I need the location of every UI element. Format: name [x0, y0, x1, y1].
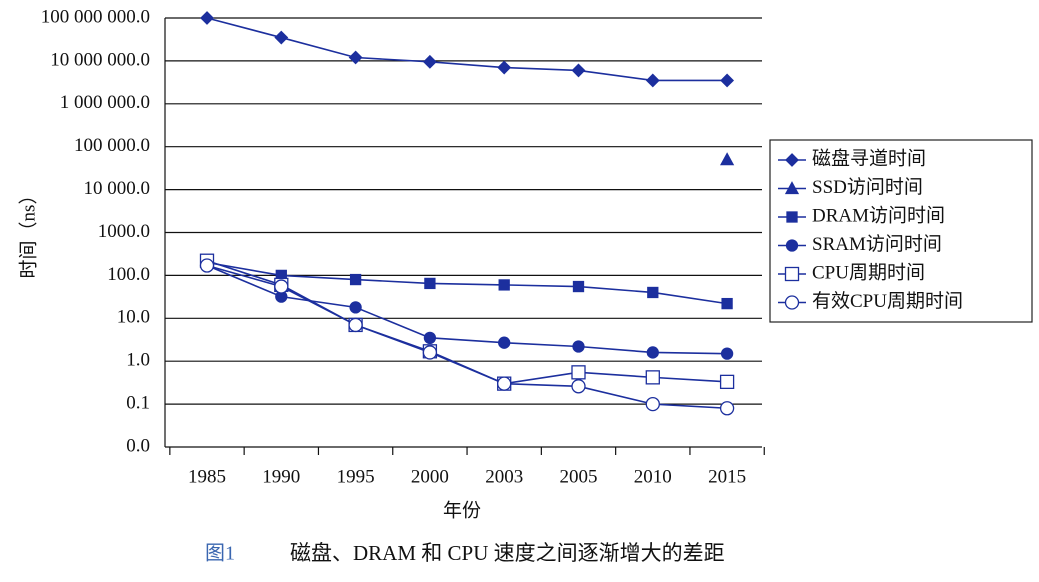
legend-label: SSD访问时间 [812, 176, 923, 198]
x-tick-label: 1985 [188, 466, 226, 487]
series-line [206, 264, 728, 410]
y-tick-label: 1.0 [126, 350, 150, 371]
x-tick-label: 2015 [708, 466, 746, 487]
y-tick-label: 0.0 [126, 435, 150, 456]
data-point [349, 301, 362, 314]
y-tick-label: 1 000 000.0 [60, 92, 150, 113]
y-tick-label: 100 000.0 [74, 135, 150, 156]
data-point [349, 273, 362, 286]
data-point [348, 50, 363, 65]
data-point [721, 297, 733, 310]
data-point [423, 331, 437, 345]
series-line [206, 261, 728, 305]
data-point [571, 63, 586, 78]
legend-marker [785, 153, 799, 167]
legend-label: 磁盘寻道时间 [812, 147, 926, 169]
legend-marker [784, 295, 800, 310]
x-tick-label: 1990 [262, 466, 300, 487]
data-point [497, 376, 512, 391]
caption-number: 图1 [205, 543, 235, 565]
data-point [199, 258, 215, 273]
legend-marker [785, 239, 799, 252]
data-point [422, 345, 438, 360]
data-point [571, 379, 586, 394]
y-tick-label: 10 000.0 [84, 178, 151, 199]
data-point [572, 280, 585, 293]
y-tick-label: 1000.0 [98, 221, 150, 242]
series-line [206, 17, 728, 82]
data-point [274, 30, 289, 45]
data-point [348, 317, 363, 333]
data-point [200, 11, 214, 25]
y-tick-label: 100 000 000.0 [41, 6, 150, 27]
data-point [720, 152, 735, 166]
data-point [572, 340, 585, 353]
data-point [571, 365, 586, 380]
x-tick-label: 2000 [411, 466, 449, 487]
legend-marker [784, 266, 800, 282]
y-tick-label: 10 000 000.0 [50, 49, 150, 70]
data-point [424, 277, 436, 290]
y-tick-label: 0.1 [126, 392, 150, 413]
data-point [720, 347, 734, 360]
caption-text: 磁盘、DRAM 和 CPU 速度之间逐渐增大的差距 [290, 541, 725, 565]
data-point [647, 286, 659, 299]
y-tick-label: 100.0 [107, 264, 150, 285]
legend-marker [786, 211, 798, 223]
data-point [422, 54, 437, 69]
legend-label: CPU周期时间 [812, 261, 925, 283]
x-tick-label: 2010 [634, 466, 672, 487]
data-point [719, 374, 735, 390]
data-point [645, 73, 660, 88]
series-line [206, 264, 728, 355]
y-axis-label: 时间（ns） [17, 186, 39, 279]
x-axis-label: 年份 [443, 499, 481, 521]
legend-label: 有效CPU周期时间 [812, 290, 963, 312]
legend-marker [784, 181, 800, 195]
data-point [498, 279, 510, 291]
data-point [645, 370, 660, 385]
x-tick-label: 1995 [337, 466, 375, 487]
data-point [719, 401, 735, 416]
legend-box [769, 139, 1033, 323]
data-point [645, 396, 660, 412]
data-point [720, 73, 735, 88]
x-tick-label: 2003 [485, 466, 523, 487]
legend-label: SRAM访问时间 [812, 233, 942, 255]
x-tick-label: 2005 [560, 466, 598, 487]
data-point [274, 279, 289, 294]
data-point [497, 60, 512, 75]
data-point [646, 346, 659, 359]
legend-label: DRAM访问时间 [812, 204, 945, 226]
data-point [498, 336, 511, 349]
y-tick-label: 10.0 [117, 307, 150, 328]
